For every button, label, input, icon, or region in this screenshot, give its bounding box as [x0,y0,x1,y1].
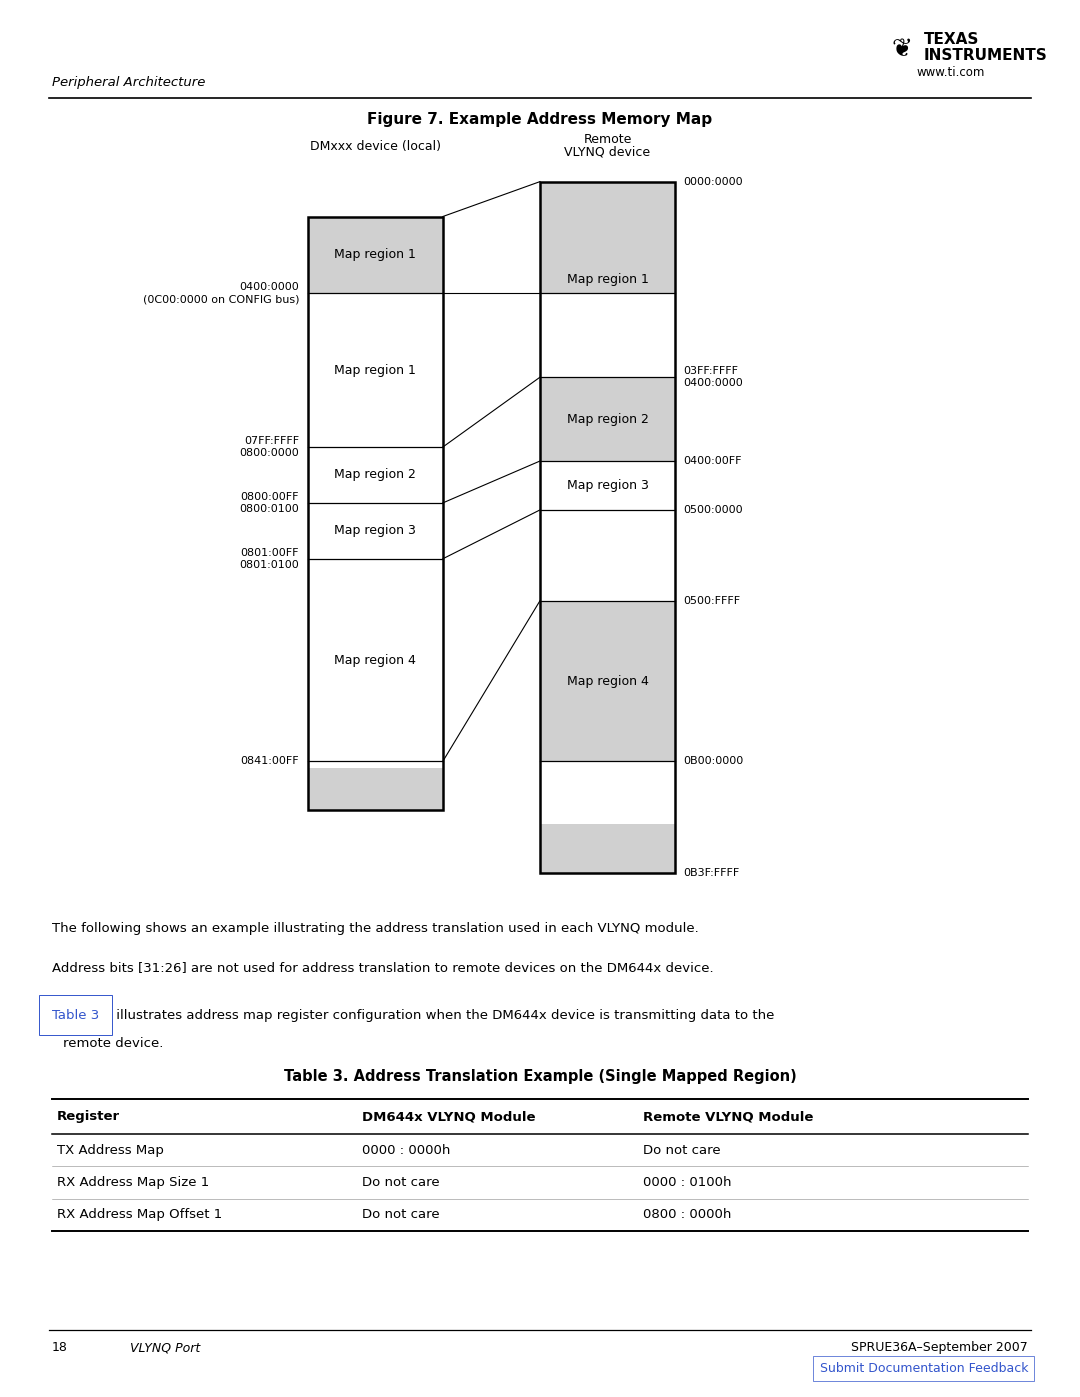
Text: Remote: Remote [583,133,632,145]
Text: TX Address Map: TX Address Map [57,1144,164,1157]
Text: 0400:0000
(0C00:0000 on CONFIG bus): 0400:0000 (0C00:0000 on CONFIG bus) [143,282,299,305]
Bar [540,182,675,293]
Text: 0B3F:FFFF: 0B3F:FFFF [684,868,740,879]
Text: DMxxx device (local): DMxxx device (local) [310,140,441,152]
Bar [540,182,675,873]
Text: Map region 3: Map region 3 [335,524,416,538]
Text: VLYNQ Port: VLYNQ Port [130,1341,200,1354]
Text: The following shows an example illustrating the address translation used in each: The following shows an example illustrat… [52,922,699,935]
Text: Map region 2: Map region 2 [335,468,416,482]
Text: 0500:FFFF: 0500:FFFF [684,595,741,606]
Text: Do not care: Do not care [362,1176,440,1189]
Text: remote device.: remote device. [63,1037,163,1049]
Text: RX Address Map Size 1: RX Address Map Size 1 [57,1176,210,1189]
Text: SPRUE36A–September 2007: SPRUE36A–September 2007 [851,1341,1028,1354]
Text: Do not care: Do not care [643,1144,720,1157]
Text: Do not care: Do not care [362,1208,440,1221]
Text: www.ti.com: www.ti.com [916,66,985,80]
Text: 07FF:FFFF
0800:0000: 07FF:FFFF 0800:0000 [240,436,299,458]
Text: VLYNQ device: VLYNQ device [565,145,650,158]
Text: Figure 7. Example Address Memory Map: Figure 7. Example Address Memory Map [367,112,713,127]
Text: 0B00:0000: 0B00:0000 [684,756,744,767]
Bar [308,217,443,293]
Text: 0000:0000: 0000:0000 [684,176,743,187]
Text: RX Address Map Offset 1: RX Address Map Offset 1 [57,1208,222,1221]
Text: 03FF:FFFF
0400:0000: 03FF:FFFF 0400:0000 [684,366,743,388]
Text: ❦: ❦ [891,36,913,61]
Text: Map region 1: Map region 1 [335,363,416,377]
Text: Address bits [31:26] are not used for address translation to remote devices on t: Address bits [31:26] are not used for ad… [52,961,714,974]
Text: DM644x VLYNQ Module: DM644x VLYNQ Module [362,1111,536,1123]
Bar [308,768,443,810]
Text: Map region 4: Map region 4 [335,654,416,666]
Text: Map region 2: Map region 2 [567,412,648,426]
Text: 0500:0000: 0500:0000 [684,504,743,515]
Text: INSTRUMENTS: INSTRUMENTS [923,49,1048,63]
Text: 0800 : 0000h: 0800 : 0000h [643,1208,731,1221]
Text: Remote VLYNQ Module: Remote VLYNQ Module [643,1111,813,1123]
Text: Map region 1: Map region 1 [567,272,648,286]
Bar [540,377,675,461]
Text: 18: 18 [52,1341,68,1354]
Text: 0841:00FF: 0841:00FF [241,756,299,767]
Text: 0400:00FF: 0400:00FF [684,455,742,467]
Text: Map region 4: Map region 4 [567,675,648,687]
Text: Register: Register [57,1111,120,1123]
Text: illustrates address map register configuration when the DM644x device is transmi: illustrates address map register configu… [112,1009,774,1021]
Text: 0000 : 0100h: 0000 : 0100h [643,1176,731,1189]
Text: Map region 1: Map region 1 [335,249,416,261]
Text: Table 3. Address Translation Example (Single Mapped Region): Table 3. Address Translation Example (Si… [284,1069,796,1084]
Text: 0801:00FF
0801:0100: 0801:00FF 0801:0100 [240,548,299,570]
Bar [308,217,443,810]
Bar [540,182,675,873]
Text: Map region 3: Map region 3 [567,479,648,492]
Bar [540,601,675,761]
Bar [540,824,675,873]
Text: 0800:00FF
0800:0100: 0800:00FF 0800:0100 [240,492,299,514]
Text: Table 3: Table 3 [52,1009,99,1021]
Text: TEXAS: TEXAS [923,32,978,46]
Text: 0000 : 0000h: 0000 : 0000h [362,1144,450,1157]
Text: Submit Documentation Feedback: Submit Documentation Feedback [820,1362,1028,1375]
Text: Peripheral Architecture: Peripheral Architecture [52,77,205,89]
Bar [308,217,443,810]
